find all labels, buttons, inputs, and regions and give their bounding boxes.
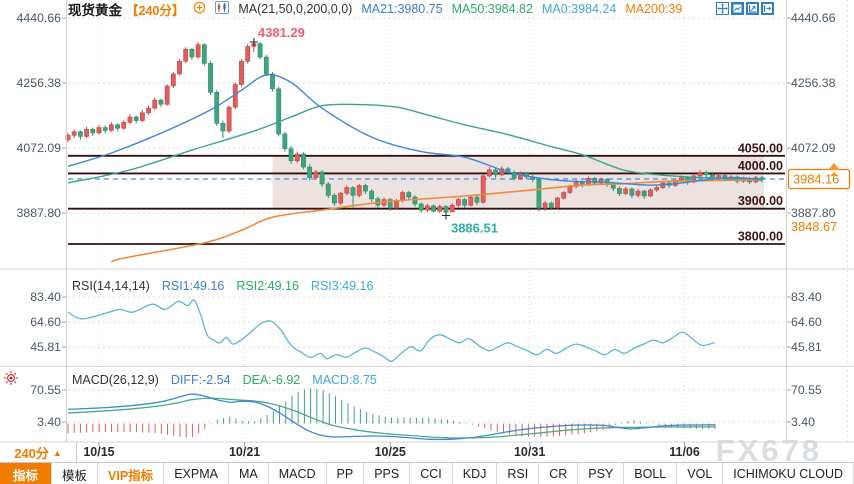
date-label: 11/06 (669, 445, 700, 459)
y-axis-label: 4440.66 (791, 11, 836, 25)
ma0-value: MA0:3984.24 (541, 2, 617, 16)
date-label: 10/15 (83, 445, 114, 459)
y-axis-label: 45.81 (30, 340, 61, 354)
ma200-line (111, 179, 763, 263)
diff-value: DIFF:-2.54 (170, 373, 231, 387)
macd-histogram (67, 388, 716, 438)
fit-screen-icon[interactable] (731, 2, 744, 15)
y-axis-label: 3.40 (37, 415, 61, 429)
y-axis-label: 70.55 (791, 383, 822, 397)
axis-scale-icon[interactable] (746, 2, 759, 15)
rsi-line (67, 299, 716, 363)
tab-KDJ[interactable]: KDJ (453, 463, 498, 484)
timeframe-label: 240分 (14, 446, 49, 461)
level-label: 4050.00 (738, 141, 783, 155)
tab-VOL[interactable]: VOL (677, 463, 724, 484)
low-annotation: 3886.51 (451, 220, 498, 235)
indicator-toolbar: 指标 模板 VIP指标 EXPMA MA MACD PP PPS CCI KDJ RSI CR PSY B… (0, 462, 854, 484)
date-label: 10/25 (375, 445, 406, 459)
candlestick-chart-icon[interactable] (215, 1, 230, 17)
y-axis-label: 3887.80 (791, 206, 836, 220)
period-label: 【240分】 (126, 3, 185, 18)
tab-ICHIMOKU CLOUD[interactable]: ICHIMOKU CLOUD (723, 463, 854, 484)
price-up-arrow-icon (828, 163, 840, 176)
rsi-settings-label: RSI(14,14,14) (72, 279, 150, 293)
ma50-value: MA50:3984.82 (451, 2, 533, 16)
y-axis-label: 70.55 (30, 383, 61, 397)
plus-circle-icon[interactable] (193, 1, 206, 17)
tab-模板[interactable]: 模板 (52, 463, 99, 484)
tab-PP[interactable]: PP (327, 463, 365, 484)
level-label: 4000.00 (738, 159, 783, 173)
date-label: 10/31 (514, 445, 545, 459)
chevron-up-icon: ▲ (52, 447, 62, 458)
date-label: 10/21 (229, 445, 260, 459)
tab-PPS[interactable]: PPS (364, 463, 411, 484)
tab-MA[interactable]: MA (229, 463, 269, 484)
rsi3-value: RSI3:49.16 (310, 279, 374, 293)
tab-BOLL[interactable]: BOLL (624, 463, 678, 484)
chart-toolbar-icons (716, 2, 774, 15)
ma21-line (67, 74, 763, 186)
drawing-tool-icon[interactable] (3, 370, 19, 391)
tab-CCI[interactable]: CCI (410, 463, 453, 484)
level-label: 3900.00 (738, 194, 783, 208)
rsi2-value: RSI2:49.16 (236, 279, 299, 293)
y-axis-label: 83.40 (30, 290, 61, 304)
tab-MACD[interactable]: MACD (269, 463, 327, 484)
y-axis-label: 64.60 (30, 315, 61, 329)
timeframe-selector[interactable]: 240分 ▲ (0, 443, 77, 463)
y-axis-label: 4440.66 (17, 11, 62, 25)
chart-canvas[interactable]: 4050.00 4000.00 3900.00 3800.00 4381.29 3886.… (0, 0, 854, 462)
y-axis-label: 83.40 (791, 290, 822, 304)
y-axis-label: 4072.09 (17, 141, 62, 155)
chart-area[interactable]: 4050.00 4000.00 3900.00 3800.00 4381.29 3886.… (0, 0, 854, 462)
tab-VIP指标[interactable]: VIP指标 (98, 463, 165, 484)
y-axis-label: 4256.38 (17, 76, 62, 90)
macd-header: MACD(26,12,9) DIFF:-2.54 DEA:-6.92 MACD:… (72, 373, 377, 387)
pane-shift-icon[interactable] (761, 2, 774, 15)
macd-settings-label: MACD(26,12,9) (72, 373, 159, 387)
y-axis-label: 45.81 (791, 340, 822, 354)
ma21-value: MA21:3980.75 (361, 2, 443, 16)
y-axis-label: 4256.38 (791, 76, 836, 90)
high-annotation: 4381.29 (258, 25, 305, 40)
chart-header: 现货黄金 【240分】 MA(21,50,0,200,0,0) MA21:398… (68, 0, 682, 18)
dea-value: DEA:-6.92 (242, 373, 301, 387)
ma-settings-label: MA(21,50,0,200,0,0) (238, 2, 353, 16)
symbol-name: 现货黄金 (68, 3, 122, 18)
tab-RSI[interactable]: RSI (497, 463, 540, 484)
y-axis-label: 4072.09 (791, 141, 836, 155)
ma50-line (67, 103, 763, 184)
rsi-header: RSI(14,14,14) RSI1:49.16 RSI2:49.16 RSI3… (72, 279, 373, 293)
tab-EXPMA[interactable]: EXPMA (164, 463, 229, 484)
y-axis-label: 3.40 (791, 415, 815, 429)
pan-icon[interactable] (716, 2, 729, 15)
level-label: 3800.00 (738, 229, 783, 243)
diff-line (67, 393, 716, 441)
high-marker-cross (249, 37, 258, 46)
y-axis-label: 64.60 (791, 315, 822, 329)
tab-CR[interactable]: CR (539, 463, 579, 484)
y-axis-label: 3887.80 (17, 206, 62, 220)
rsi1-value: RSI1:49.16 (161, 279, 225, 293)
orange-level-label: 3848.67 (791, 219, 837, 234)
tab-指标[interactable]: 指标 (0, 463, 53, 484)
tab-PSY[interactable]: PSY (578, 463, 625, 484)
current-price-label: 3984.16 (793, 172, 839, 187)
ma200-value: MA200:39 (625, 2, 683, 16)
dea-line (67, 397, 715, 439)
low-marker-cross (441, 211, 450, 220)
macd-value: MACD:8.75 (312, 373, 377, 387)
